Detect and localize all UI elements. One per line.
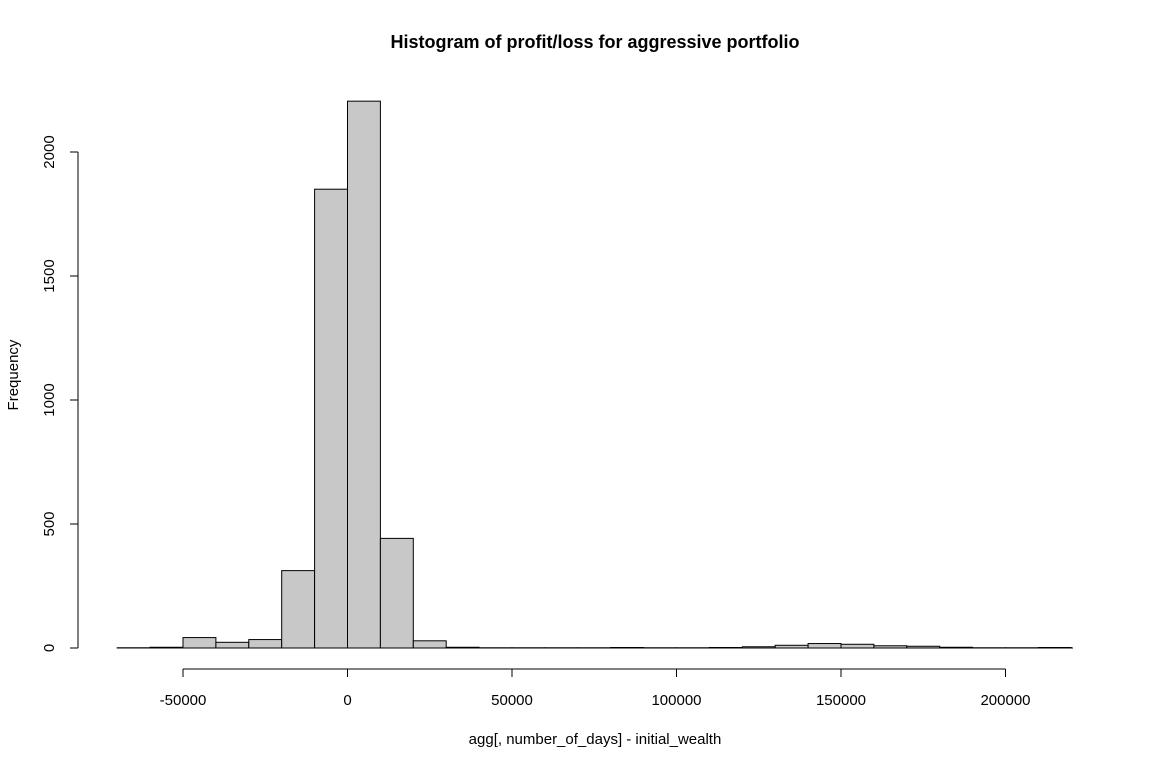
- x-tick-label: 200000: [980, 692, 1030, 709]
- y-tick-label: 0: [41, 644, 58, 652]
- x-tick-label: -50000: [160, 692, 207, 709]
- histogram-bar: [215, 641, 250, 649]
- y-axis: 0 500 1000 1500 2000: [41, 135, 79, 652]
- x-tick-label: 50000: [491, 692, 533, 709]
- y-axis-label: Frequency: [5, 339, 22, 410]
- histogram-bar: [314, 188, 349, 649]
- y-tick-label: 1500: [41, 259, 58, 292]
- y-tick-label: 2000: [41, 135, 58, 168]
- histogram-bar: [840, 643, 875, 649]
- x-tick-label: 0: [343, 692, 351, 709]
- x-axis: -50000 0 50000 100000 150000 200000: [160, 668, 1031, 709]
- histogram-bar: [281, 570, 316, 649]
- histogram-bar: [379, 537, 414, 649]
- histogram-bar: [248, 639, 283, 649]
- histogram-bar: [807, 643, 842, 649]
- x-tick-label: 100000: [651, 692, 701, 709]
- histogram-bars: [116, 100, 1072, 649]
- histogram-bar: [412, 640, 447, 649]
- x-tick-label: 150000: [816, 692, 866, 709]
- histogram-bar: [182, 637, 217, 649]
- y-tick-label: 1000: [41, 383, 58, 416]
- chart-title: Histogram of profit/loss for aggressive …: [390, 32, 799, 52]
- x-axis-label: agg[, number_of_days] - initial_wealth: [469, 731, 722, 748]
- histogram-bar: [347, 100, 381, 649]
- y-tick-label: 500: [41, 511, 58, 536]
